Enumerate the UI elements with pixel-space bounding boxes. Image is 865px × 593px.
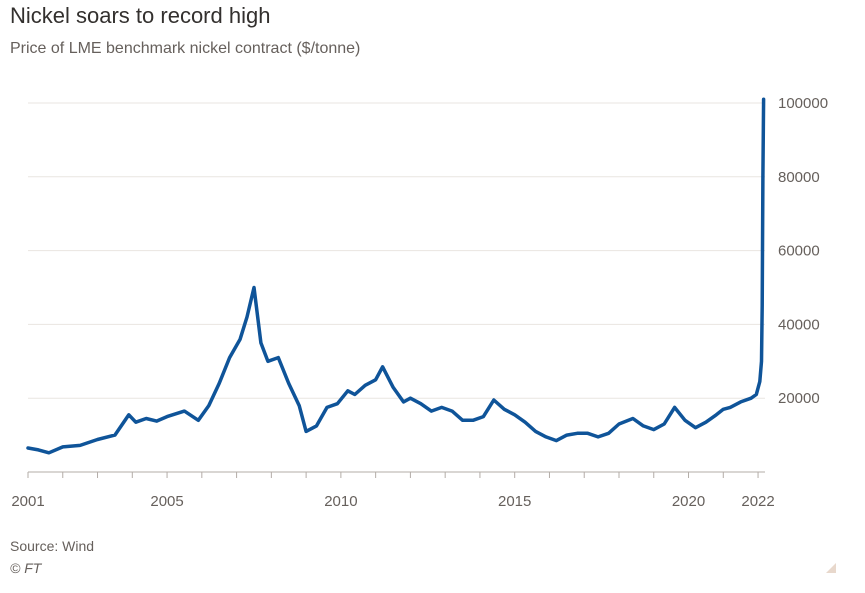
x-tick-label: 2005 — [150, 493, 183, 510]
x-axis — [27, 471, 765, 478]
gridlines — [28, 102, 765, 399]
x-tick-label: 2010 — [324, 493, 357, 510]
y-tick-label: 60000 — [778, 243, 820, 260]
chart-subtitle: Price of LME benchmark nickel contract (… — [10, 40, 361, 57]
series-layer — [26, 97, 766, 455]
chart-title: Nickel soars to record high — [10, 3, 271, 28]
y-tick-label: 100000 — [778, 95, 828, 112]
x-tick-label: 2001 — [11, 493, 44, 510]
y-tick-label: 80000 — [778, 169, 820, 186]
x-tick-labels: 2001 2005 2010 2015 2020 2022 — [11, 493, 774, 510]
x-tick-label: 2015 — [498, 493, 531, 510]
y-tick-label: 20000 — [778, 390, 820, 407]
y-tick-label: 40000 — [778, 316, 820, 333]
copyright-note: © FT — [10, 560, 42, 576]
x-tick-label: 2020 — [672, 493, 705, 510]
source-note: Source: Wind — [10, 538, 95, 554]
x-tick-label: 2022 — [741, 493, 774, 510]
y-axis: 20000 40000 60000 80000 100000 — [778, 95, 828, 407]
series-line-0 — [26, 97, 766, 455]
corner-fold-mark — [826, 563, 836, 573]
